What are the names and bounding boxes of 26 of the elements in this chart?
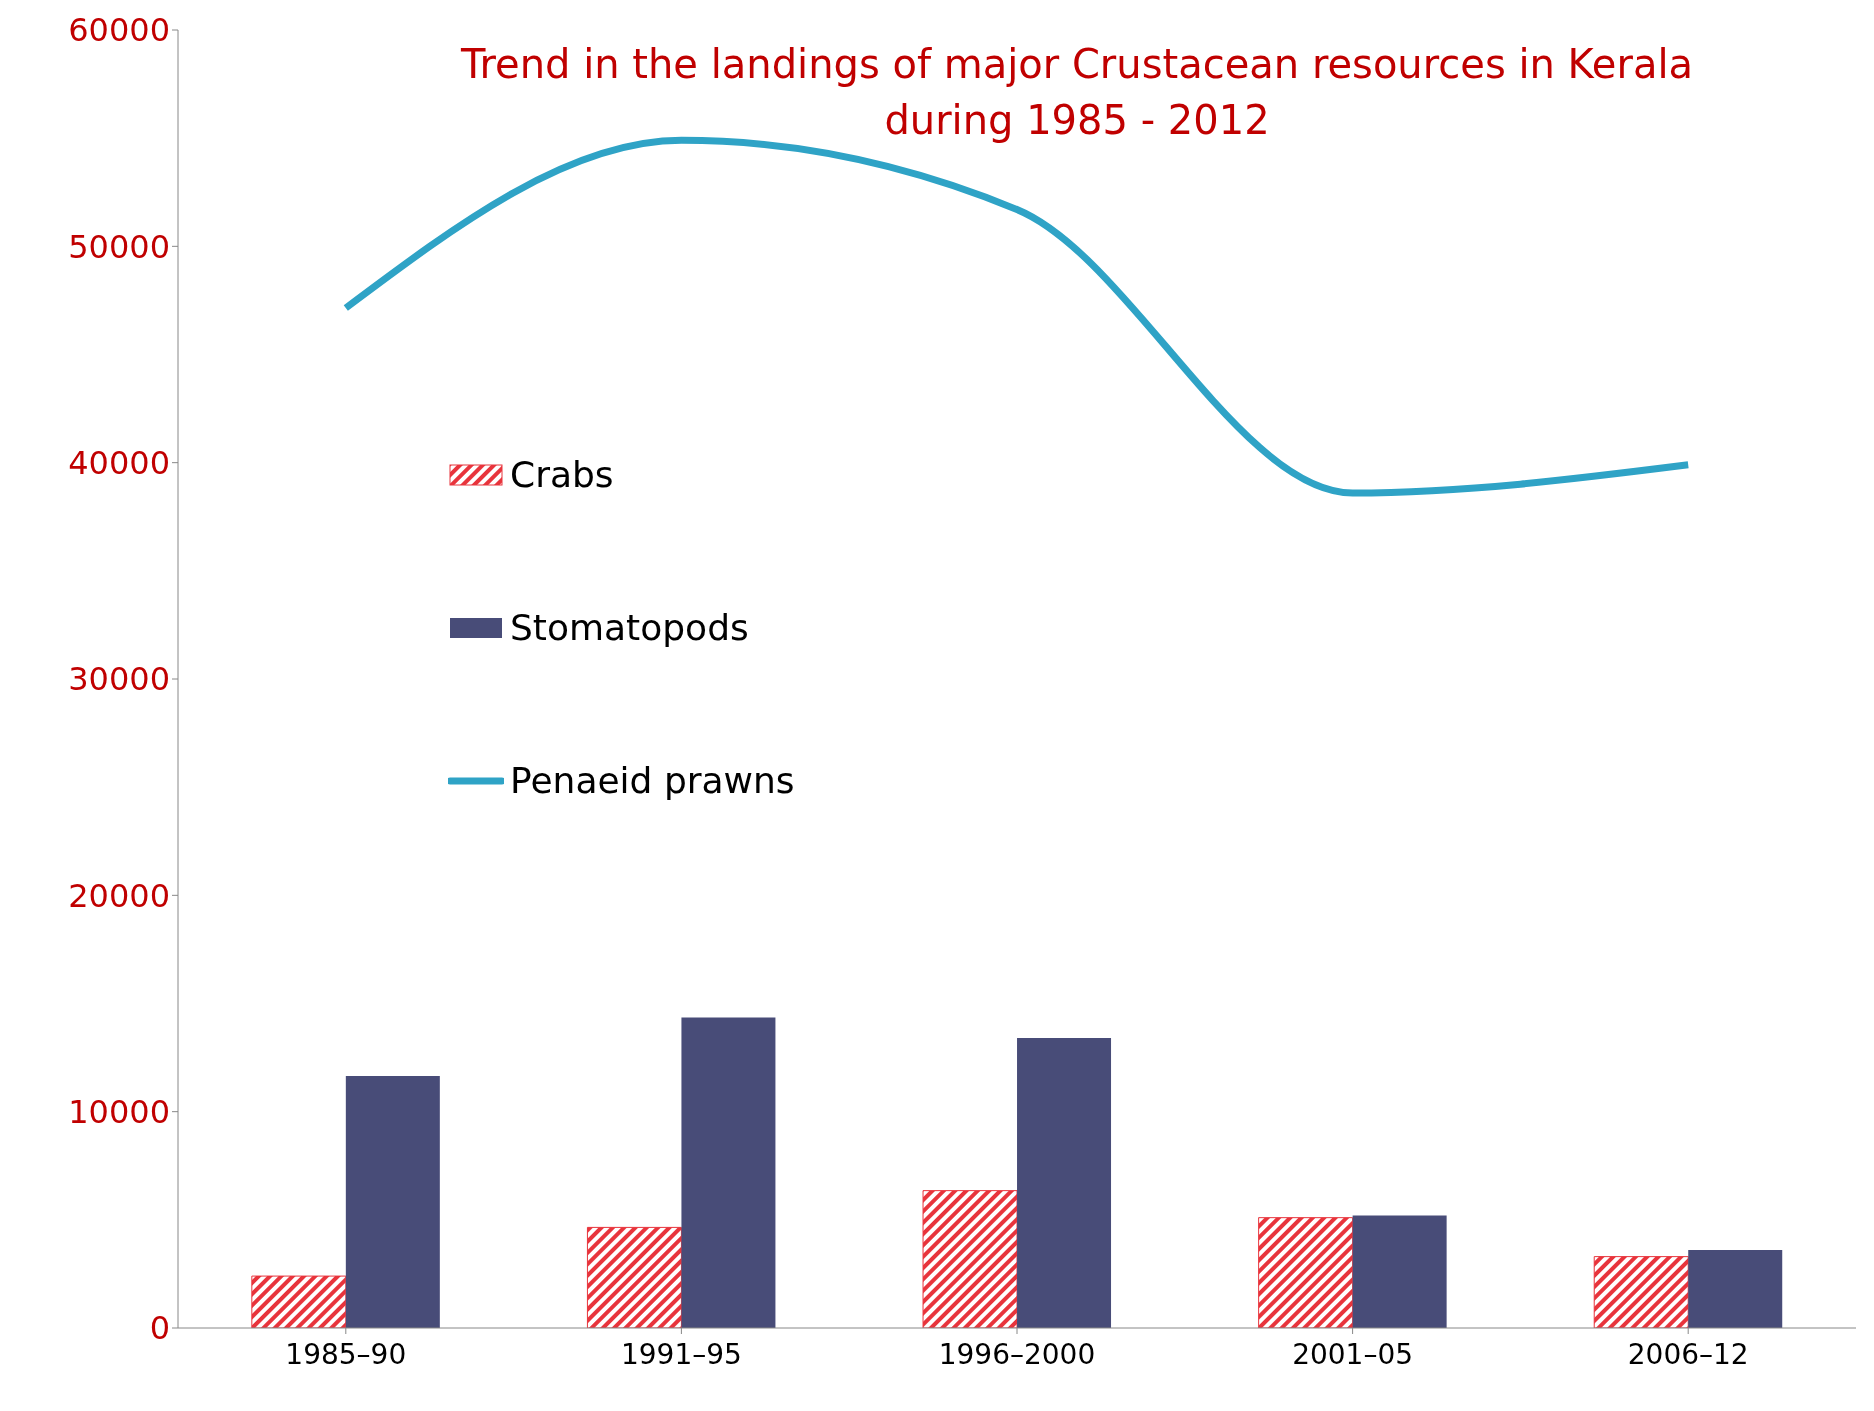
y-tick-label: 60000	[68, 11, 170, 50]
legend-label: Crabs	[510, 454, 614, 495]
bar	[1688, 1250, 1783, 1328]
bar	[1593, 1256, 1689, 1328]
x-tick-label: 2001–05	[1292, 1337, 1414, 1371]
y-tick-label: 10000	[68, 1093, 170, 1132]
bar	[1258, 1217, 1354, 1328]
bar	[251, 1275, 347, 1328]
y-tick-label: 30000	[68, 660, 170, 699]
bar	[922, 1190, 1018, 1328]
y-tick-label: 40000	[68, 444, 170, 483]
text: Trend in the landings of major Crustacean resources in Kerala during 1985 - 2012	[459, 40, 1695, 145]
x-tick-label: 1996–2000	[938, 1337, 1096, 1371]
bar	[681, 1017, 776, 1328]
y-tick-label: 50000	[68, 227, 170, 266]
bar	[1017, 1038, 1112, 1328]
y-tick-label: 0	[149, 1309, 170, 1348]
y-tick-label: 20000	[68, 876, 170, 915]
legend-label: Stomatopods	[510, 607, 749, 648]
x-tick-label: 1991–95	[620, 1337, 742, 1371]
x-tick-label: 1985–90	[285, 1337, 407, 1371]
bar	[345, 1075, 440, 1328]
bar	[586, 1226, 682, 1328]
bar	[1352, 1215, 1447, 1328]
legend-label: Penaeid prawns	[510, 760, 795, 801]
x-tick-label: 2006–12	[1627, 1337, 1749, 1371]
